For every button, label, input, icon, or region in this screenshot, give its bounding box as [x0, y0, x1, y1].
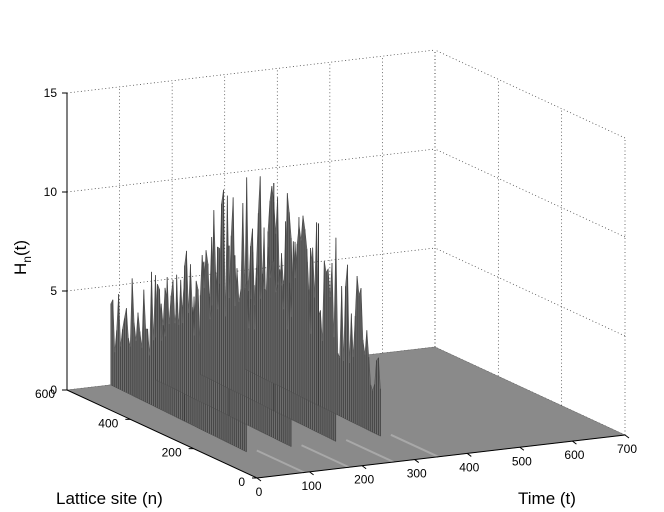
z-tick-label: 15: [44, 86, 58, 100]
ridge-tail: [301, 444, 350, 469]
ridge-series-4: [244, 215, 439, 458]
axis-layer: [66, 93, 626, 479]
z-tick-label: 10: [44, 185, 58, 199]
x-tick-label: 100: [302, 479, 322, 493]
x-tick-label: 300: [407, 467, 427, 481]
y-tick-label: 0: [238, 475, 245, 489]
surface-layer: [66, 176, 626, 479]
x-tick: [519, 446, 525, 451]
y-axis-line: [66, 389, 258, 479]
x-tick-label: 500: [512, 454, 532, 468]
back-wall-gridline: [66, 247, 436, 292]
y-axis-label: Lattice site (n): [56, 489, 163, 508]
x-tick-label: 200: [354, 473, 374, 487]
x-tick: [572, 440, 577, 445]
x-tick-label: 400: [459, 460, 479, 474]
side-wall-gridline: [434, 49, 626, 139]
ridge-tail: [390, 433, 439, 458]
z-tick-label: 0: [50, 383, 57, 397]
x-tick: [414, 459, 420, 463]
x-tick-label: 700: [617, 442, 637, 456]
x-tick: [309, 471, 314, 476]
x-tick: [256, 477, 262, 482]
z-axis-label: Hn(t): [11, 240, 34, 275]
x-tick-label: 600: [564, 448, 584, 462]
side-wall-gridline: [434, 247, 626, 337]
ridge-tail: [256, 449, 305, 474]
x-tick: [466, 453, 472, 457]
back-wall-gridline: [66, 148, 436, 193]
x-tick-label: 0: [256, 485, 263, 499]
y-tick-label: 600: [35, 387, 55, 401]
x-axis-line: [256, 434, 626, 479]
x-tick: [624, 434, 630, 439]
ridge-tail: [345, 439, 395, 463]
x-tick: [361, 465, 367, 470]
back-wall-gridline: [66, 49, 436, 94]
y-tick-label: 400: [98, 416, 118, 430]
y-tick-label: 200: [162, 446, 182, 460]
x-axis-label: Time (t): [518, 489, 576, 508]
z-tick-label: 5: [50, 284, 57, 298]
side-wall-gridline: [434, 148, 626, 238]
